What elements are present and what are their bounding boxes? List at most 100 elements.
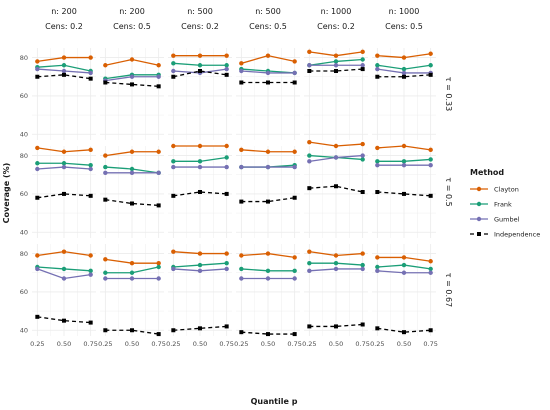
data-point-frank	[333, 260, 339, 266]
series-line-independence	[309, 323, 363, 328]
data-point-clayton	[360, 251, 365, 256]
data-point-gumbel	[360, 266, 365, 272]
data-point-gumbel	[156, 74, 161, 79]
data-point-clayton	[375, 145, 380, 151]
y-tick-label: 60	[20, 288, 28, 296]
data-point-independence	[35, 195, 40, 200]
data-point-frank	[129, 270, 135, 275]
x-tick-label: 0.50	[329, 340, 343, 348]
y-tick-label: 40	[20, 131, 28, 139]
data-point-frank	[197, 63, 203, 68]
y-tick-label: 60	[20, 92, 28, 100]
legend-marker-clayton	[476, 186, 482, 192]
data-point-gumbel	[129, 170, 135, 176]
data-point-gumbel	[239, 276, 244, 281]
data-point-frank	[88, 268, 93, 274]
data-point-independence	[103, 80, 108, 85]
data-point-clayton	[197, 53, 203, 58]
y-tick-label: 40	[20, 327, 28, 335]
data-point-gumbel	[35, 66, 40, 72]
data-point-frank	[61, 161, 67, 166]
data-point-frank	[292, 268, 297, 274]
data-point-clayton	[129, 149, 135, 154]
data-point-gumbel	[307, 159, 312, 164]
data-point-gumbel	[129, 74, 135, 79]
data-point-gumbel	[428, 270, 433, 275]
data-point-independence	[307, 324, 312, 329]
strip-n-label: n: 500	[255, 7, 281, 16]
data-point-frank	[156, 264, 161, 270]
data-point-clayton	[61, 149, 67, 154]
data-point-gumbel	[375, 268, 380, 274]
data-point-independence	[375, 74, 380, 79]
series-line-independence	[241, 197, 295, 203]
data-point-independence	[292, 195, 297, 200]
data-point-gumbel	[88, 272, 93, 277]
data-point-gumbel	[401, 70, 407, 76]
data-point-frank	[333, 59, 339, 64]
strip-cens-label: Cens: 0.5	[249, 22, 287, 31]
data-point-gumbel	[292, 276, 297, 281]
data-point-frank	[197, 159, 203, 164]
data-point-clayton	[428, 147, 433, 153]
data-point-clayton	[224, 143, 229, 149]
data-point-clayton	[103, 153, 108, 158]
data-point-independence	[103, 197, 108, 202]
x-tick-label: 0.75	[83, 340, 97, 348]
legend: Method Clayton Frank Gumbel Independence	[470, 168, 540, 238]
data-point-gumbel	[375, 66, 380, 72]
x-tick-label: 0.25	[370, 340, 384, 348]
legend-label-frank: Frank	[494, 200, 512, 208]
data-point-gumbel	[333, 266, 339, 272]
data-point-independence	[360, 322, 365, 327]
data-point-clayton	[61, 55, 67, 60]
data-point-independence	[88, 76, 93, 81]
data-point-frank	[224, 260, 229, 266]
strip-cens-label: Cens: 0.2	[317, 22, 355, 31]
data-point-independence	[62, 191, 66, 196]
strip-cens-label: Cens: 0.5	[113, 22, 151, 31]
strip-cens-label: Cens: 0.5	[385, 22, 423, 31]
x-tick-label: 0.75	[287, 340, 301, 348]
x-tick-label: 0.50	[261, 340, 275, 348]
data-point-gumbel	[401, 270, 407, 275]
data-point-independence	[428, 328, 433, 333]
data-point-gumbel	[265, 276, 271, 281]
data-point-independence	[224, 191, 229, 196]
data-point-frank	[103, 164, 108, 170]
data-point-gumbel	[292, 70, 297, 76]
data-point-clayton	[265, 149, 271, 154]
data-point-independence	[35, 314, 40, 319]
data-point-clayton	[224, 251, 229, 256]
data-point-frank	[103, 270, 108, 275]
x-tick-label: 0.50	[193, 340, 207, 348]
data-point-independence	[239, 199, 244, 204]
data-point-gumbel	[401, 162, 407, 168]
data-point-gumbel	[375, 162, 380, 168]
data-point-independence	[35, 74, 40, 79]
x-tick-label: 0.25	[302, 340, 316, 348]
data-point-frank	[197, 262, 203, 268]
strip-n-label: n: 200	[51, 7, 77, 16]
data-point-clayton	[61, 249, 67, 254]
data-point-clayton	[360, 49, 365, 55]
data-point-independence	[239, 80, 244, 85]
data-point-independence	[334, 184, 338, 189]
data-point-independence	[360, 67, 365, 72]
x-tick-label: 0.50	[125, 340, 139, 348]
strip-n-label: n: 200	[119, 7, 145, 16]
x-tick-label: 0.75	[423, 340, 437, 348]
strip-n-label: n: 1000	[321, 7, 352, 16]
panels: n: 200 Cens: 0.2 n: 200 Cens: 0.5 n: 500 Cens…	[20, 7, 453, 348]
data-point-frank	[360, 57, 365, 62]
data-point-frank	[224, 63, 229, 68]
data-point-independence	[360, 190, 365, 194]
data-point-independence	[375, 190, 380, 194]
data-point-frank	[401, 159, 407, 164]
data-point-independence	[88, 193, 93, 198]
data-point-clayton	[333, 53, 339, 58]
data-point-clayton	[103, 257, 108, 262]
data-point-frank	[224, 155, 229, 160]
data-point-clayton	[265, 251, 271, 256]
legend-label-clayton: Clayton	[494, 185, 519, 193]
